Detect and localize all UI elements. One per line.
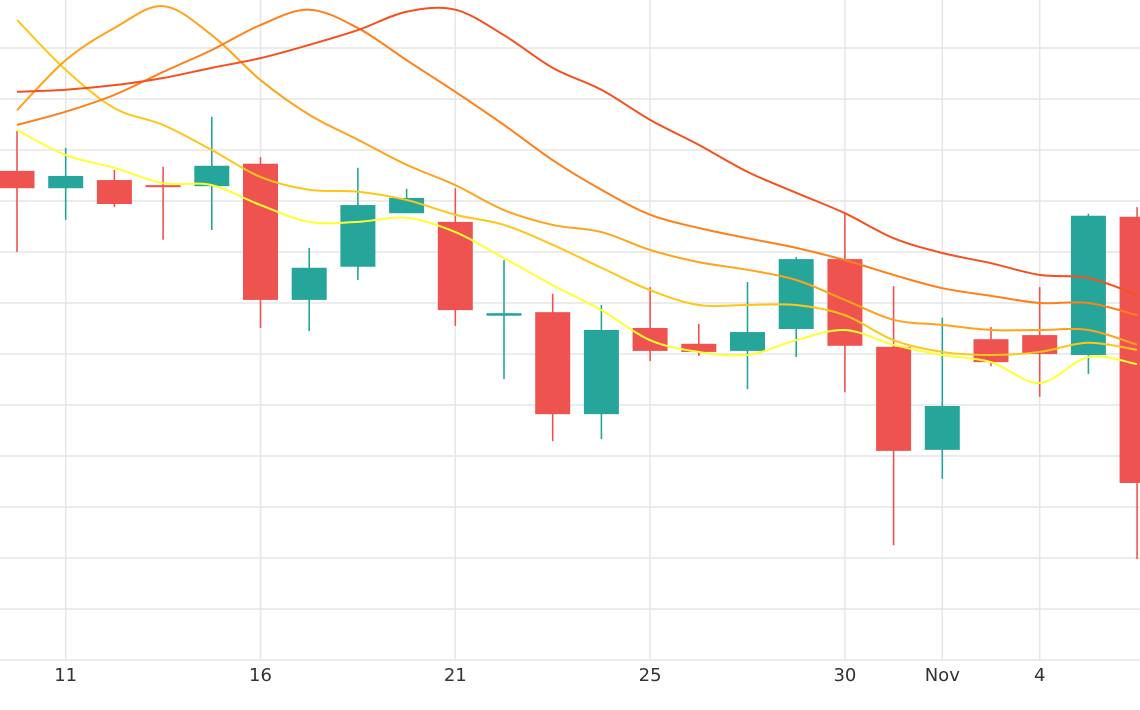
candle-body [437, 221, 473, 311]
x-tick-label: 11 [54, 665, 77, 686]
moving-average-line [16, 19, 1138, 356]
candle-body [1119, 216, 1140, 484]
candle-body [778, 259, 814, 329]
candle-body [535, 312, 571, 415]
candle-body [0, 170, 35, 189]
candle-body [730, 332, 765, 351]
candle-body [876, 346, 912, 451]
candle-body [924, 405, 960, 450]
x-tick-label: 4 [1034, 665, 1045, 686]
candle-body [583, 330, 619, 415]
candle-body [96, 180, 132, 205]
candle-body [145, 185, 181, 188]
x-tick-label: 25 [639, 665, 662, 686]
candle-body [340, 205, 376, 267]
moving-average-line [16, 129, 1138, 385]
candle-body [1022, 335, 1058, 354]
candle-body [486, 313, 522, 316]
candle-body [194, 165, 230, 187]
candle-body [681, 343, 717, 352]
x-tick-label: 30 [833, 665, 856, 686]
moving-average-line [16, 5, 1138, 346]
candle-body [291, 267, 327, 300]
candle-body [1070, 215, 1106, 355]
x-tick-label: 16 [249, 665, 272, 686]
candle-body [243, 163, 278, 300]
moving-average-line [16, 6, 1138, 296]
moving-average-line [16, 8, 1138, 317]
candle-body [973, 339, 1009, 363]
x-tick-label: 21 [444, 665, 467, 686]
x-tick-label: Nov [925, 665, 960, 686]
candle-body [48, 175, 84, 189]
